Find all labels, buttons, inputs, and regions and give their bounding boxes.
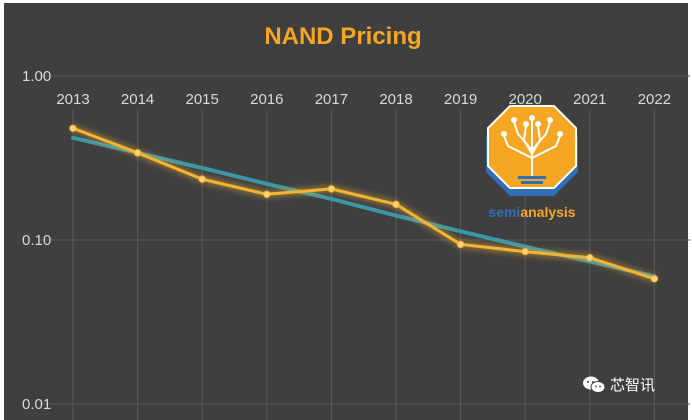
x-tick-label: 2017 <box>315 91 348 108</box>
series <box>69 124 659 283</box>
y-tick-label: 0.10 <box>22 232 51 249</box>
data-point-2014 <box>133 149 142 157</box>
grid <box>40 75 690 420</box>
x-tick-label: 2015 <box>186 91 219 108</box>
logo-text-analysis: analysis <box>520 204 575 220</box>
data-point-2016 <box>263 190 271 198</box>
x-axis-ticks: 2013 2014 2015 2016 2017 2018 2019 2020 2021 2022 <box>56 91 671 108</box>
logo-base-bar-1 <box>518 176 546 179</box>
logo-tree-icon <box>501 115 563 179</box>
data-point-2022 <box>650 275 659 283</box>
data-point-2021 <box>586 253 594 262</box>
logo-wordmark: semianalysis <box>488 204 575 220</box>
y-tick-label: 0.01 <box>22 396 51 413</box>
x-tick-label: 2022 <box>638 91 671 108</box>
watermark: 芯智讯 <box>582 374 655 395</box>
logo-text-semi: semi <box>488 204 520 220</box>
x-tick-label: 2018 <box>379 91 412 108</box>
chart-title: NAND Pricing <box>264 23 421 50</box>
watermark-text: 芯智讯 <box>610 376 656 394</box>
chart-background <box>4 3 688 420</box>
y-axis-ticks: 1.00 0.10 0.01 <box>22 68 51 413</box>
data-point-2018 <box>392 200 400 209</box>
wechat-icon <box>583 376 606 393</box>
x-tick-label: 2021 <box>573 91 606 108</box>
y-tick-label: 1.00 <box>22 68 51 85</box>
x-tick-label: 2020 <box>509 91 542 108</box>
semianalysis-logo: semianalysis <box>486 105 578 220</box>
data-point-2015 <box>198 175 206 183</box>
x-tick-label: 2019 <box>444 91 477 108</box>
series-line <box>71 126 656 281</box>
x-tick-label: 2013 <box>56 91 89 108</box>
data-point-2019 <box>456 240 465 249</box>
data-point-2020 <box>521 247 529 256</box>
data-point-2017 <box>327 185 336 193</box>
logo-base-bar-2 <box>521 181 543 184</box>
x-tick-label: 2014 <box>121 91 154 108</box>
data-point-2013 <box>69 124 77 132</box>
x-tick-label: 2016 <box>250 91 283 108</box>
